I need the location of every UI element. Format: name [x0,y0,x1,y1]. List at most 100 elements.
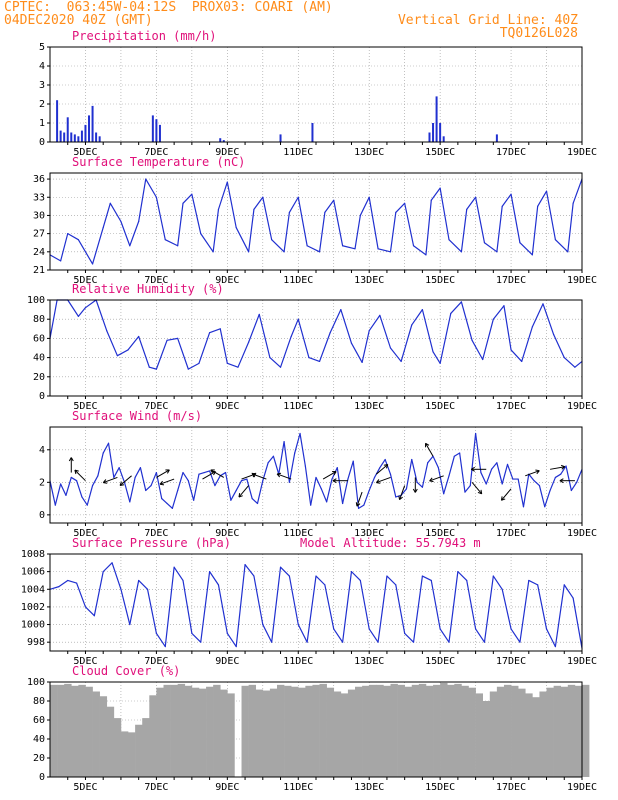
series-segment [129,220,140,247]
wind-arrow-head [412,488,416,493]
cloud-bar [284,685,292,777]
cloud-bar [149,695,157,777]
series-segment [240,478,248,482]
series-segment [363,489,370,506]
cloud-bar [262,690,271,777]
series-segment [443,475,450,495]
cloud-bar [340,693,349,777]
series-segment [430,579,441,630]
x-tick-label: 11DEC [283,147,313,158]
cloud-bar [397,684,405,777]
series-segment [164,566,175,648]
series-segment [340,309,353,344]
series-segment [326,478,333,503]
wind-arrow [202,471,216,480]
y-tick-label: 1002 [21,602,45,613]
cloud-bar [106,706,115,777]
y-tick-label: 4 [39,445,45,456]
wind-arrow-head [159,483,165,486]
series-segment [155,339,168,370]
wind-arrow-head [70,457,74,462]
series-segment [148,366,157,370]
precip-bar [84,124,87,142]
series-segment [235,226,250,253]
panel-frame [49,172,583,271]
series-segment [209,470,216,487]
series-segment [306,575,317,643]
panel-title: Precipitation (mm/h) [72,29,217,43]
series-segment [354,214,361,250]
series-segment [324,584,335,630]
series-segment [138,335,150,368]
series-segment [150,471,157,487]
wind-arrow [238,485,249,498]
series-segment [93,571,104,617]
panel-title: Surface Temperature (nC) [72,155,245,169]
series-segment [460,301,473,341]
series-segment [480,471,487,485]
wind-arrow-head [470,466,475,470]
precip-bar [63,132,66,142]
cloud-bar [518,688,526,777]
cloud-bar [489,691,498,777]
cloud-bar [227,693,235,777]
wind-arrow-head [276,472,282,475]
series-segment [373,467,381,479]
precip-bar [151,115,154,142]
series-segment [235,563,246,648]
wind-arrow [471,482,483,495]
series-segment [203,470,211,474]
cloud-bar [220,689,228,777]
series-segment [333,199,344,247]
y-tick-label: 100 [27,295,45,306]
series-segment [389,347,402,363]
x-tick-label: 7DEC [144,782,168,793]
series-segment [111,562,122,590]
series-segment [483,575,494,643]
series-segment [288,452,296,483]
cloud-bar [468,687,476,777]
cloud-bar [170,684,178,777]
x-tick-label: 11DEC [283,401,313,412]
series-segment [113,467,120,479]
series-segment [490,462,498,470]
series-segment [248,313,260,343]
y-tick-label: 36 [33,174,45,185]
series-segment [67,299,79,317]
series-segment [84,606,95,617]
y-tick-label: 1004 [21,584,45,595]
wind-arrow-head [74,469,79,472]
cloud-bar [156,687,164,777]
series-segment [123,481,131,503]
wind-arrow-head [470,468,475,472]
series-segment [279,566,290,577]
precip-bar [98,136,101,142]
series-segment [531,205,539,256]
series-segment [329,309,342,334]
wind-arrow-head [333,471,337,476]
wind-arrow-head [159,480,163,485]
cloud-bar [255,689,264,777]
series-segment [492,305,505,320]
x-tick-label: 5DEC [73,147,97,158]
series-segment [91,226,104,265]
series-segment [60,483,67,496]
series-segment [75,582,87,608]
series-segment [563,584,574,599]
cloud-bar [376,684,384,777]
x-tick-label: 9DEC [215,275,239,286]
series-segment [297,196,308,247]
series-segment [253,575,264,626]
y-tick-label: 998 [27,637,45,648]
wind-arrow-head [276,473,281,478]
cloud-bar [404,686,413,777]
wind-arrow [252,473,267,480]
cloud-bar [298,687,306,777]
series-segment [448,239,463,253]
cloud-bar [496,686,505,777]
wind-arrow [425,443,434,457]
cloud-bar [347,689,356,777]
series-segment [251,497,259,505]
cloud-bar [128,732,136,777]
series-segment [517,478,525,508]
